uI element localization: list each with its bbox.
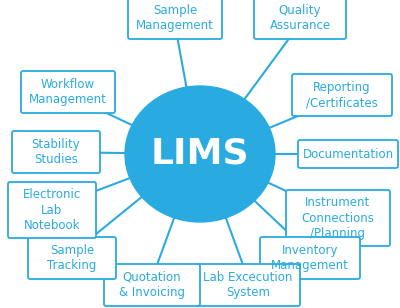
- Text: Electronic
Lab
Notebook: Electronic Lab Notebook: [23, 188, 81, 232]
- Text: Sample
Tracking: Sample Tracking: [47, 244, 97, 272]
- FancyBboxPatch shape: [21, 71, 115, 113]
- FancyBboxPatch shape: [8, 182, 96, 238]
- Text: LIMS: LIMS: [151, 137, 249, 171]
- Text: Stability
Studies: Stability Studies: [32, 138, 80, 166]
- Text: Quotation
& Invoicing: Quotation & Invoicing: [119, 271, 185, 299]
- Text: Instrument
Connections
/Planning: Instrument Connections /Planning: [302, 196, 374, 240]
- Text: Workflow
Management: Workflow Management: [29, 78, 107, 106]
- FancyBboxPatch shape: [292, 74, 392, 116]
- FancyBboxPatch shape: [260, 237, 360, 279]
- FancyBboxPatch shape: [196, 264, 300, 306]
- FancyBboxPatch shape: [104, 264, 200, 306]
- Text: Lab Excecution
System: Lab Excecution System: [203, 271, 293, 299]
- FancyBboxPatch shape: [254, 0, 346, 39]
- FancyBboxPatch shape: [28, 237, 116, 279]
- Text: Inventory
Management: Inventory Management: [271, 244, 349, 272]
- Text: Quality
Assurance: Quality Assurance: [270, 4, 330, 32]
- Ellipse shape: [125, 86, 275, 222]
- FancyBboxPatch shape: [298, 140, 398, 168]
- FancyBboxPatch shape: [128, 0, 222, 39]
- FancyBboxPatch shape: [12, 131, 100, 173]
- FancyBboxPatch shape: [286, 190, 390, 246]
- Text: Sample
Management: Sample Management: [136, 4, 214, 32]
- Text: Documentation: Documentation: [302, 148, 394, 160]
- Text: Reporting
/Certificates: Reporting /Certificates: [306, 81, 378, 109]
